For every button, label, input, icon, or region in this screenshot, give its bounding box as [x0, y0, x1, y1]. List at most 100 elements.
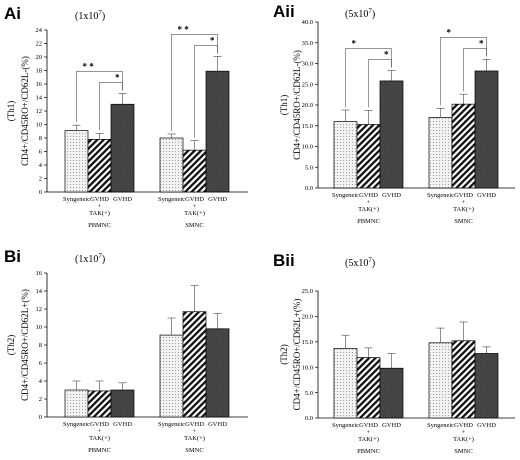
category-label: TAK(+) [184, 210, 205, 217]
significance-marker: * [447, 27, 452, 37]
category-label: GVHD [113, 421, 132, 428]
y-tick-label: 5.0 [305, 390, 313, 397]
group-label: SMNC [185, 447, 203, 454]
category-label: TAK(+) [89, 435, 110, 442]
category-label: + [367, 429, 371, 436]
bar [379, 367, 404, 419]
category-label: Syngeneic [427, 192, 454, 199]
y-tick-label: 12 [36, 306, 43, 313]
y-tick-label: 10 [36, 324, 43, 331]
y-axis-label-top: (Th1) [279, 95, 289, 116]
category-label: TAK(+) [184, 435, 205, 442]
group-label: PBMNC [357, 448, 380, 455]
significance-marker: * [210, 35, 215, 45]
y-tick-label: 2 [39, 176, 42, 183]
y-tick-label: 12 [36, 108, 43, 115]
bar [64, 389, 89, 418]
bar [205, 70, 230, 193]
panel-label: Bii [273, 251, 295, 270]
category-label: + [98, 428, 102, 435]
category-label: GVHD [113, 196, 132, 203]
y-tick-label: 40.0 [302, 19, 313, 26]
y-tick-label: 16 [36, 270, 43, 277]
significance-marker: * * [178, 24, 190, 34]
category-label: + [193, 428, 197, 435]
y-tick-label: 10.0 [302, 364, 313, 371]
category-label: TAK(+) [453, 206, 474, 213]
y-axis-label: CD4+/CD45RO+/CD62L-(%) [20, 56, 30, 166]
condition-label: (5x107) [345, 256, 375, 269]
condition-label: (1x107) [75, 9, 105, 22]
category-label: GVHD [208, 196, 227, 203]
group-label: SMNC [185, 222, 203, 229]
category-label: Syngeneic [332, 422, 359, 429]
y-tick-label: 30.0 [302, 61, 313, 68]
category-label: + [193, 203, 197, 210]
significance-bracket [440, 37, 487, 106]
y-axis-label: CD4+/CD45RO+/CD62L-(%) [292, 50, 302, 160]
group-label: SMNC [454, 218, 472, 225]
bar [87, 390, 112, 418]
category-label: GVHD [359, 192, 378, 199]
significance-bracket [99, 82, 123, 131]
category-label: TAK(+) [89, 210, 110, 217]
y-tick-label: 0.0 [305, 415, 313, 422]
significance-bracket [171, 34, 218, 131]
bar [474, 70, 499, 189]
y-tick-label: 15.0 [302, 339, 313, 346]
y-tick-label: 20.0 [302, 102, 313, 109]
significance-marker: * [479, 38, 484, 48]
bar [474, 353, 499, 419]
bar [356, 124, 381, 189]
category-label: Syngeneic [63, 196, 90, 203]
group-label: SMNC [454, 448, 472, 455]
y-tick-label: 10.0 [302, 144, 313, 151]
y-tick-label: 35.0 [302, 40, 313, 47]
significance-bracket [368, 59, 392, 108]
panel-label: Aii [273, 2, 295, 21]
y-tick-label: 25.0 [302, 81, 313, 88]
bar [428, 117, 453, 189]
y-axis-label-top: (Th2) [279, 344, 289, 365]
panel-Bii: Bii (5x107) (Th2) CD4+/CD45RO+/CD62L+(%)0.0… [273, 251, 515, 455]
category-label: GVHD [90, 196, 109, 203]
y-tick-label: 14 [36, 288, 43, 295]
y-tick-label: 22 [36, 41, 43, 48]
y-tick-label: 14 [36, 95, 43, 102]
category-label: Syngeneic [158, 421, 185, 428]
bar [205, 328, 230, 418]
y-tick-label: 20 [36, 54, 43, 61]
y-tick-label: 2 [39, 396, 42, 403]
bar [379, 80, 404, 189]
y-tick-label: 0 [39, 414, 42, 421]
category-label: GVHD [454, 192, 473, 199]
category-label: Syngeneic [63, 421, 90, 428]
condition-label: (5x107) [345, 7, 375, 20]
y-axis-label: CD4+/CD45RO+/CD62L+(%) [292, 299, 302, 411]
category-label: Syngeneic [158, 196, 185, 203]
y-tick-label: 8 [39, 135, 42, 142]
condition-label: (1x107) [75, 252, 105, 265]
category-label: + [367, 199, 371, 206]
y-tick-label: 0 [39, 189, 42, 196]
category-label: TAK(+) [453, 436, 474, 443]
category-label: + [462, 199, 466, 206]
bar [333, 348, 358, 419]
bar [451, 103, 476, 189]
y-tick-label: 6 [39, 360, 43, 367]
group-label: PBMNC [88, 222, 111, 229]
y-axis-label-top: (Th1) [6, 101, 16, 122]
category-label: GVHD [477, 422, 496, 429]
bar [159, 137, 184, 193]
significance-marker: * [115, 72, 120, 82]
bar [110, 103, 135, 193]
category-label: GVHD [477, 192, 496, 199]
bar [182, 311, 207, 418]
bar [182, 149, 207, 193]
category-label: TAK(+) [358, 206, 379, 213]
category-label: GVHD [359, 422, 378, 429]
panel-Aii: Aii (5x107) (Th1) CD4+/CD45RO+/CD62L-(%) 0.0… [273, 2, 515, 225]
category-label: GVHD [382, 422, 401, 429]
bar [356, 357, 381, 419]
